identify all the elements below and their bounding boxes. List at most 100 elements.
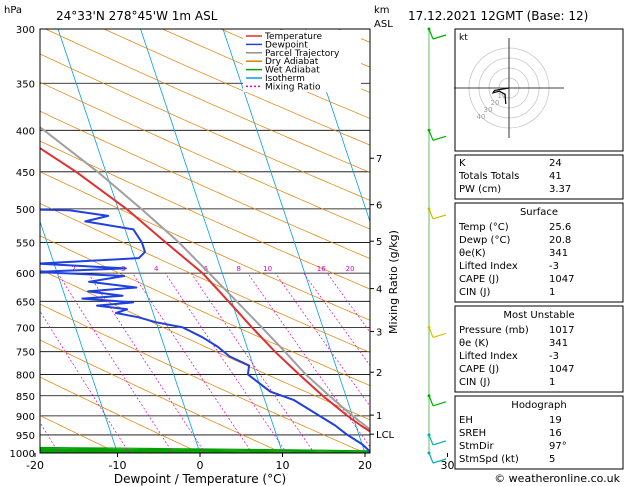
stats-label: CAPE (J) [459, 274, 499, 285]
dry-adiabat-line [40, 110, 370, 260]
height-km-label: 3 [376, 327, 382, 338]
temperature-tick-label: -10 [109, 459, 127, 472]
isotherm-line [222, 29, 366, 453]
stats-value: 341 [549, 338, 568, 349]
pressure-tick-label: 750 [16, 348, 35, 359]
datetime-title: 17.12.2021 12GMT (Base: 12) [408, 9, 588, 23]
stats-label: Totals Totals [458, 171, 519, 182]
wind-barb [427, 394, 447, 407]
pressure-tick-label: 900 [16, 412, 35, 423]
mixing-ratio-line [326, 272, 370, 333]
pressure-tick-label: 650 [16, 297, 35, 308]
pressure-tick-label: 850 [16, 392, 35, 403]
mixing-ratio-label: 2 [72, 265, 76, 273]
pressure-tick-label: 800 [16, 370, 35, 381]
stats-label: K [459, 158, 466, 169]
skewt-profiles [40, 126, 370, 453]
pressure-tick-label: 950 [16, 431, 35, 442]
stats-value: 97° [549, 441, 567, 452]
stats-box-title: Surface [520, 207, 558, 218]
temperature-tick-label: 0 [197, 459, 204, 472]
stats-label: StmSpd (kt) [459, 454, 519, 465]
mixing-ratio-axis-label: Mixing Ratio (g/kg) [387, 230, 400, 334]
stats-label: Temp (°C) [458, 222, 509, 233]
legend-entry: Mixing Ratio [265, 82, 321, 92]
legend-entry: Temperature [264, 32, 322, 42]
legend-entry: Isotherm [265, 74, 305, 84]
stats-box [454, 202, 624, 303]
height-unit-km: km [374, 5, 390, 16]
skewt-axes: 3003504004505005506006507007508008509009… [10, 25, 537, 472]
temperature-line [40, 146, 370, 433]
height-km-label: 6 [376, 201, 382, 212]
wind-barb [427, 128, 447, 141]
skewt-grid: 2 3 4 6 8 10 16 20 25 [40, 29, 370, 453]
dry-adiabat-line [40, 235, 370, 387]
stats-label: Lifted Index [459, 261, 518, 272]
wet-adiabat-line [40, 447, 370, 452]
mixing-ratio-line [303, 272, 370, 366]
stats-label: θe(K) [459, 248, 486, 259]
mixing-ratio-line [57, 272, 174, 453]
stats-box-title: Most Unstable [503, 310, 574, 321]
stats-value: 19 [549, 415, 562, 426]
stats-value: 1017 [549, 325, 574, 336]
height-km-label: 2 [376, 368, 382, 379]
stats-value: 1 [549, 377, 555, 388]
dry-adiabat-line [103, 29, 370, 146]
legend-entry: Parcel Trajectory [265, 49, 340, 59]
temperature-tick-label: 30 [441, 459, 455, 472]
stats-value: 5 [549, 454, 555, 465]
stats-label: CIN (J) [459, 377, 490, 388]
wind-barb [427, 27, 447, 40]
stats-label: Dewp (°C) [459, 235, 510, 246]
stats-label: StmDir [459, 441, 494, 452]
mixing-ratio-label: 20 [346, 265, 355, 273]
temperature-tick-label: 10 [276, 459, 290, 472]
dewpoint-line [40, 208, 370, 453]
height-km-label: 1 [376, 411, 382, 422]
stats-box [454, 395, 624, 470]
dry-adiabat-line [40, 303, 366, 453]
mixing-ratio-line [87, 272, 206, 453]
legend-entry: Wet Adiabat [265, 66, 320, 76]
stats-value: 1047 [549, 364, 574, 375]
mixing-ratio-line [132, 272, 253, 453]
stats-label: Lifted Index [459, 351, 518, 362]
dry-adiabat-line [40, 202, 370, 353]
pressure-tick-label: 1000 [10, 449, 35, 460]
dry-adiabat-line [40, 81, 370, 230]
mixing-ratio-line [247, 272, 370, 448]
stats-label: Pressure (mb) [459, 325, 529, 336]
hodograph-ring-label: 30 [484, 106, 493, 114]
hodograph-ring-label: 20 [491, 99, 500, 107]
pressure-tick-label: 350 [16, 79, 35, 90]
stats-label: SREH [459, 428, 486, 439]
stats-value: -3 [549, 261, 559, 272]
mixing-ratio-line [164, 272, 287, 453]
height-km-label: 4 [376, 285, 382, 296]
stats-label: PW (cm) [459, 184, 501, 195]
pressure-unit-label: hPa [4, 5, 22, 16]
pressure-tick-label: 450 [16, 168, 35, 179]
stats-value: 25.6 [549, 222, 571, 233]
height-unit-asl: ASL [374, 19, 393, 30]
dry-adiabat-line [44, 29, 370, 173]
legend-entry: Dewpoint [265, 40, 308, 50]
stats-label: EH [459, 415, 473, 426]
pressure-tick-label: 300 [16, 25, 35, 36]
stats-panel: K 24 Totals Totals 41 PW (cm) 3.37 Surface Temp… [454, 154, 624, 470]
parcel-trajectory-line [40, 126, 370, 431]
stats-value: 20.8 [549, 235, 571, 246]
stats-label: CAPE (J) [459, 364, 499, 375]
height-km-label: 7 [376, 154, 382, 165]
hodograph-unit-label: kt [459, 33, 468, 43]
wet-adiabat-line [40, 446, 370, 451]
stats-value: 1 [549, 287, 555, 298]
x-axis-label: Dewpoint / Temperature (°C) [114, 472, 286, 486]
isotherm-line [57, 29, 201, 453]
stats-label: CIN (J) [459, 287, 490, 298]
stats-box [454, 305, 624, 393]
